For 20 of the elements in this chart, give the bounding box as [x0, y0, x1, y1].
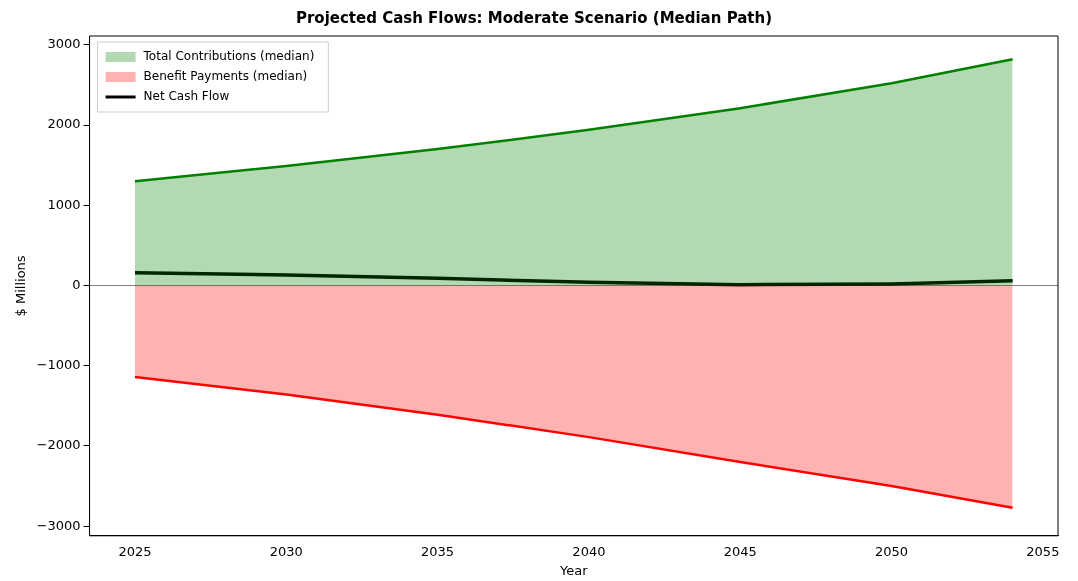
- x-tick-label: 2025: [118, 543, 152, 559]
- x-tick-label: 2030: [269, 543, 303, 559]
- y-tick-label: −3000: [36, 517, 81, 533]
- x-tick-label: 2055: [1026, 543, 1060, 559]
- x-tick-label: 2040: [572, 543, 606, 559]
- x-tick-label: 2050: [875, 543, 909, 559]
- y-axis-title: $ Millions: [13, 255, 29, 317]
- y-tick-label: 3000: [47, 36, 81, 52]
- y-tick-label: 2000: [47, 116, 81, 132]
- chart-title: Projected Cash Flows: Moderate Scenario (Median Path): [295, 8, 773, 27]
- legend-label: Benefit Payments (median): [143, 69, 308, 84]
- x-tick-label: 2045: [723, 543, 757, 559]
- y-tick-label: −2000: [36, 437, 81, 453]
- y-tick-label: 1000: [47, 196, 81, 212]
- x-tick-label: 2035: [421, 543, 455, 559]
- legend-label: Total Contributions (median): [142, 49, 315, 64]
- y-tick-label: 0: [72, 276, 81, 292]
- y-tick-label: −1000: [36, 357, 81, 373]
- x-axis-title: Year: [559, 562, 589, 578]
- legend-label: Net Cash Flow: [143, 89, 230, 104]
